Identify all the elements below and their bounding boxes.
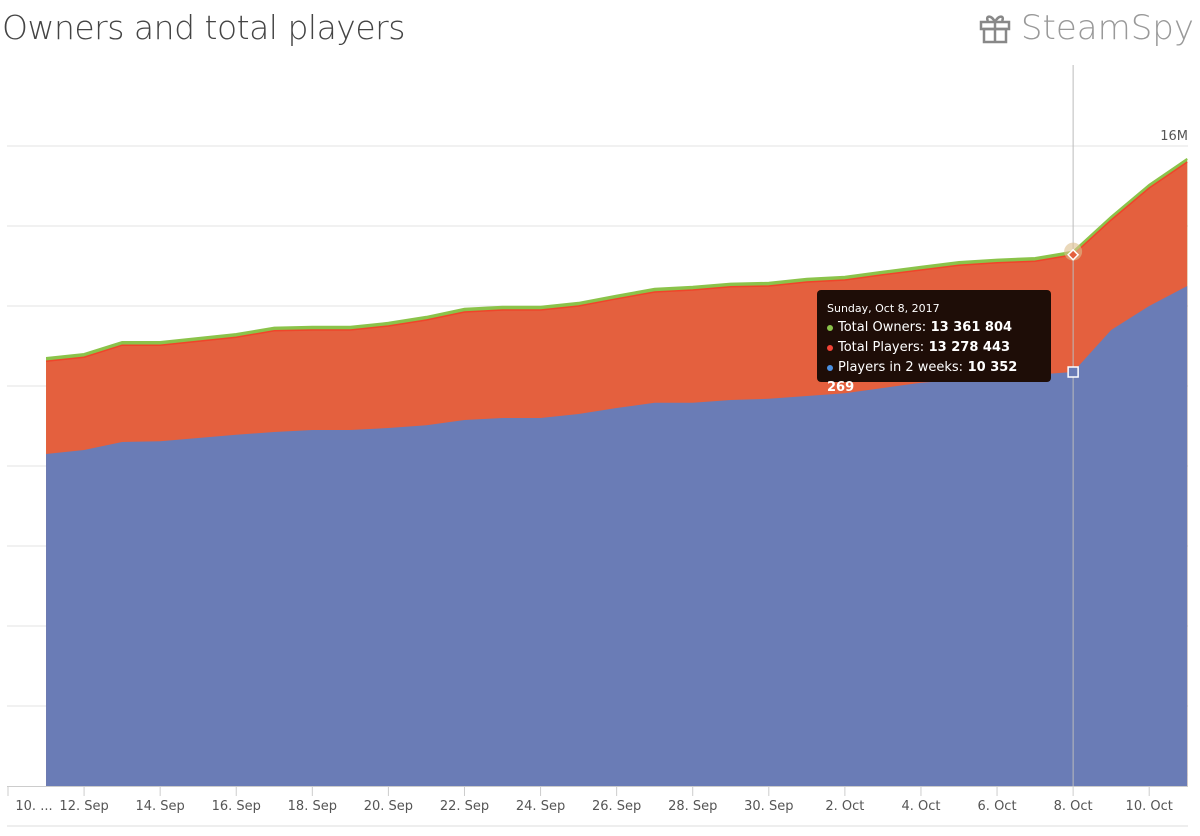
line-total-players — [45, 161, 1188, 362]
x-tick-label: 20. Sep — [364, 799, 413, 814]
gift-icon — [979, 15, 1011, 44]
legend-dot — [827, 324, 833, 331]
x-tick-label: 24. Sep — [516, 799, 565, 814]
x-tick-label: 18. Sep — [288, 799, 337, 814]
steamspy-logo[interactable]: SteamSpy — [979, 8, 1194, 48]
x-tick-label: 30. Sep — [744, 799, 793, 814]
legend-dot — [827, 364, 833, 371]
x-tick-label: 12. Sep — [59, 799, 108, 814]
x-tick-label: 28. Sep — [668, 799, 717, 814]
x-tick-label: 10. Oct — [1126, 799, 1173, 814]
area-players-2-weeks — [46, 286, 1188, 786]
tooltip-date: Sunday, Oct 8, 2017 — [827, 302, 940, 315]
x-tick-label: 26. Sep — [592, 799, 641, 814]
x-tick-label: 6. Oct — [978, 799, 1017, 814]
tooltip-row-owners: Total Owners: 13 361 804 — [827, 318, 1041, 338]
x-tick-label: 8. Oct — [1054, 799, 1093, 814]
x-tick-label: 10. ... — [15, 799, 52, 814]
marker-total-players — [1067, 248, 1080, 261]
tooltip-row-2weeks: Players in 2 weeks: 10 352 269 — [827, 360, 1018, 395]
x-tick-label: 4. Oct — [901, 799, 940, 814]
x-tick-label: 2. Oct — [825, 799, 864, 814]
brand-name: SteamSpy — [1020, 8, 1194, 48]
tooltip-row-players: Total Players: 13 278 443 — [827, 338, 1041, 358]
marker-players-2-weeks — [1067, 366, 1079, 378]
x-tick-label: 14. Sep — [136, 799, 185, 814]
y-tick-label: 16M — [1160, 129, 1188, 144]
chart-title: Owners and total players — [2, 8, 405, 47]
tooltip: Sunday, Oct 8, 2017 Total Owners: 13 361… — [817, 290, 1051, 395]
x-tick-label: 16. Sep — [212, 799, 261, 814]
legend-dot — [827, 344, 833, 351]
x-tick-label: 22. Sep — [440, 799, 489, 814]
line-total-owners — [45, 157, 1188, 359]
